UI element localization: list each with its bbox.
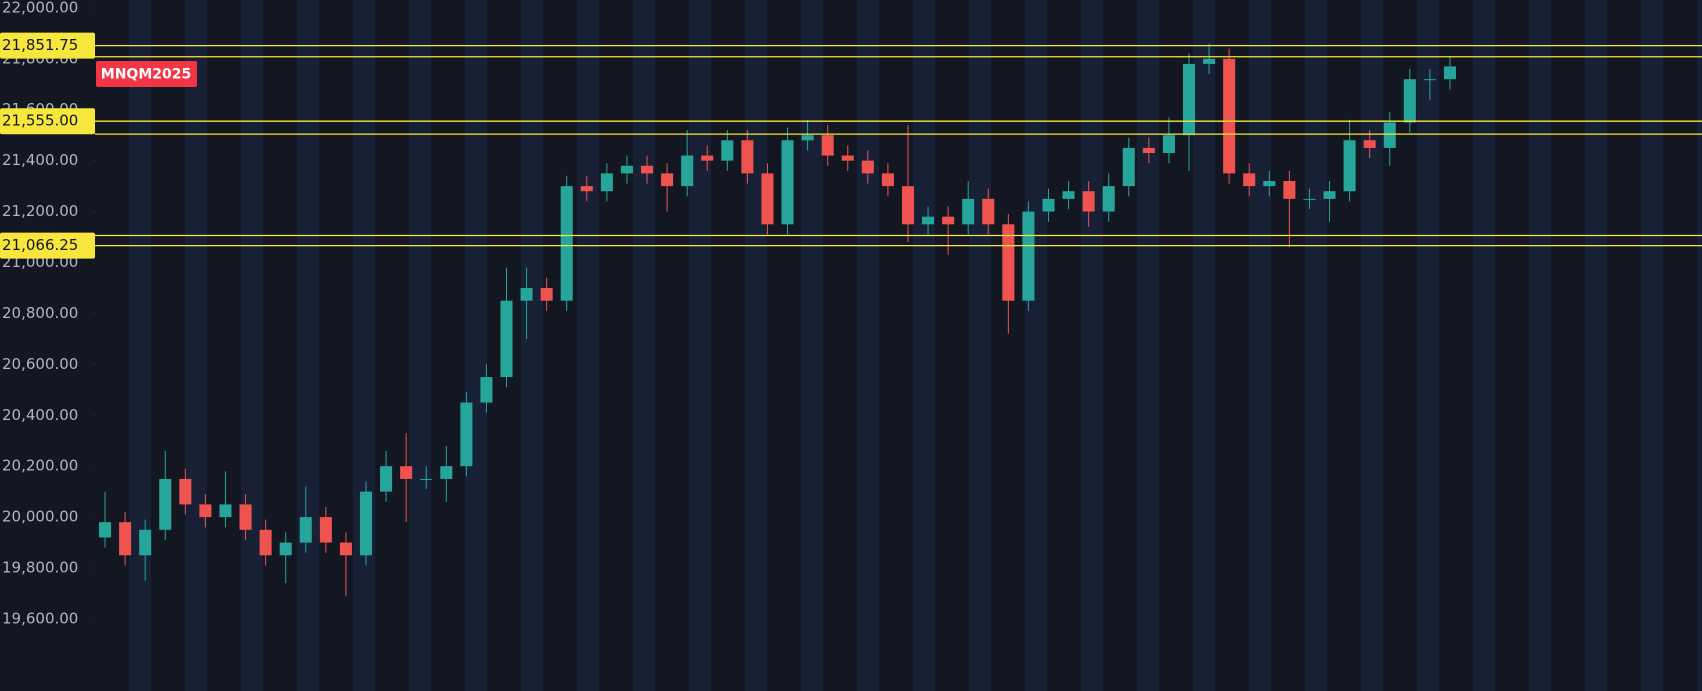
candle-body [279,542,292,556]
candle-body [801,135,814,141]
y-tick-label: 19,600.00 [2,609,78,627]
candle-body [1082,191,1095,212]
candle-body [641,165,654,174]
candle-body [1323,191,1336,199]
candle-body [1002,224,1015,301]
candle-body [901,186,914,225]
candle-body [620,165,633,174]
candle-body [741,140,754,174]
candle-body [1162,135,1175,154]
candle-body [520,287,533,301]
candle-body [681,155,694,187]
price-level-tag [0,232,95,259]
candle-body [580,186,593,192]
y-tick-label: 19,800.00 [2,559,78,577]
candle-body [500,300,513,378]
candle-body [861,160,874,174]
candle-body [1122,147,1135,187]
candle-body [119,522,132,556]
candle-body [199,504,212,518]
candle-body [179,478,192,505]
candle-body [1102,186,1115,212]
candle-body [99,522,112,538]
candle-body [1263,181,1276,187]
candle-body [380,466,393,492]
candle-body [1403,79,1416,123]
candle-body [1142,147,1155,154]
candle-body [881,173,894,187]
y-tick-label: 20,000.00 [2,508,78,526]
candle-body [1423,79,1436,81]
candle-body [821,135,834,156]
candle-body [1062,191,1075,199]
y-tick-label: 20,600.00 [2,355,78,373]
candle-body [600,173,613,192]
y-tick-label: 21,400.00 [2,151,78,169]
price-level-label: 21,555.00 [2,112,78,130]
candle-body [661,173,674,187]
candle-body [982,198,995,225]
candle-body [1243,173,1256,187]
candle-body [560,186,573,301]
candle-body [1042,198,1055,212]
candle-body [420,478,433,480]
candle-body [219,504,232,518]
session-background [95,0,1702,691]
y-tick-label: 22,000.00 [2,0,78,16]
candle-body [339,542,352,556]
y-tick-label: 20,800.00 [2,304,78,322]
candle-body [1223,58,1236,174]
candle-body [1203,58,1216,64]
candle-body [400,466,413,479]
candle-body [139,529,152,556]
candle-body [922,216,935,225]
price-level-label: 21,066.25 [2,236,78,254]
candle-body [540,287,553,301]
candle-body [1283,181,1296,199]
candle-body [319,517,332,543]
candle-body [781,140,794,225]
candle-body [239,504,252,530]
symbol-badge [96,61,197,87]
y-tick-label: 20,200.00 [2,457,78,475]
candle-body [1182,63,1196,136]
candle-body [1343,140,1356,192]
candle-body [440,466,453,479]
candle-body [259,529,272,556]
candle-body [299,517,312,543]
price-level-label: 21,851.75 [2,36,78,54]
candle-body [1383,122,1396,148]
price-level-tag [0,32,95,59]
price-level-tag [0,108,95,135]
candle-body [1303,198,1316,200]
candle-body [460,402,473,467]
candle-body [761,173,774,225]
candle-body [701,155,714,161]
candle-body [1443,66,1456,80]
candle-body [159,478,172,530]
candle-body [1363,140,1376,148]
y-tick-label: 21,200.00 [2,202,78,220]
candle-body [841,155,854,161]
symbol-label: MNQM2025 [101,67,191,83]
candle-body [962,198,975,225]
candle-body [359,491,373,556]
y-tick-label: 20,400.00 [2,406,78,424]
candle-body [480,377,493,403]
candle-body [942,216,955,225]
candle-body [1022,211,1035,301]
candle-body [721,140,734,161]
